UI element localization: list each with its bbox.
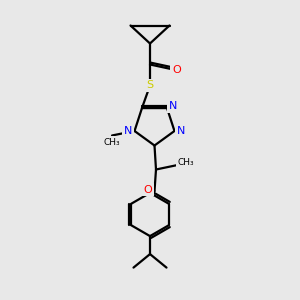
- Text: CH₃: CH₃: [104, 138, 120, 147]
- Text: O: O: [172, 64, 181, 75]
- Text: S: S: [146, 80, 154, 91]
- Text: O: O: [143, 184, 152, 195]
- Text: N: N: [124, 126, 132, 136]
- Text: CH₃: CH₃: [178, 158, 194, 167]
- Text: N: N: [177, 126, 185, 136]
- Text: N: N: [169, 101, 177, 111]
